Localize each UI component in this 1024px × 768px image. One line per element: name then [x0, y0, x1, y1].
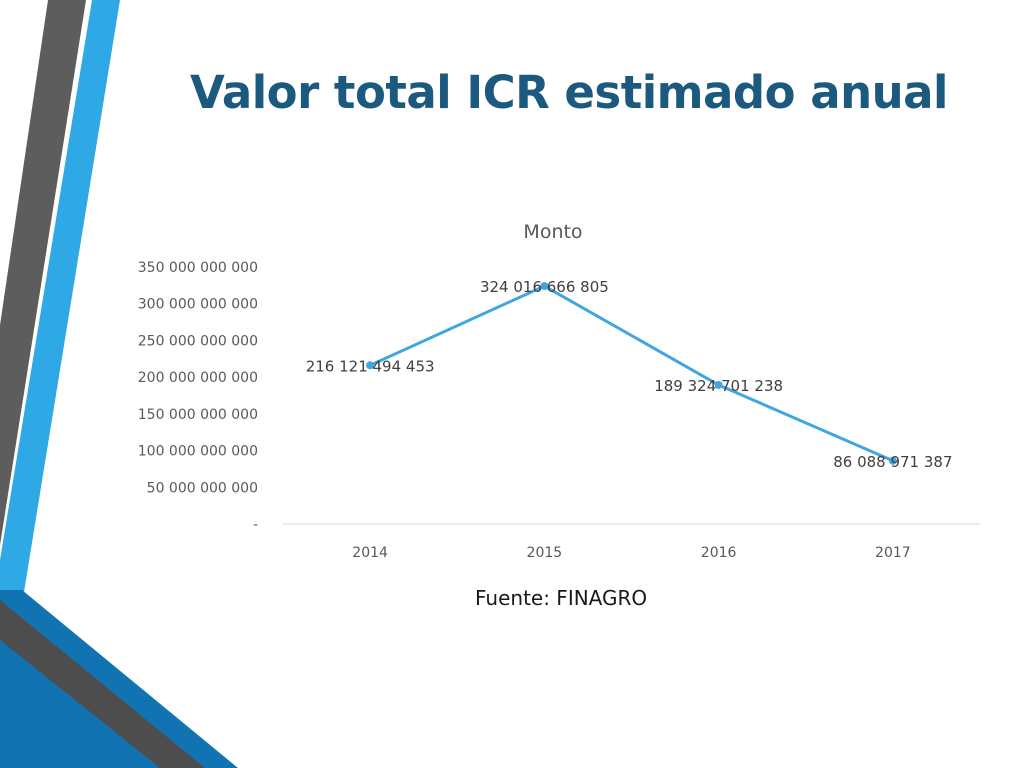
y-tick-label: -: [253, 517, 258, 533]
y-tick-label: 150 000 000 000: [138, 407, 258, 423]
x-tick-label: 2016: [701, 545, 737, 561]
data-point: [714, 380, 723, 389]
series-monto: [366, 282, 897, 465]
y-tick-label: 200 000 000 000: [138, 370, 258, 386]
y-tick-label: 100 000 000 000: [138, 444, 258, 460]
data-label: 324 016 666 805: [480, 278, 609, 296]
blue-stripe-left: [0, 0, 120, 592]
series-line: [369, 284, 894, 463]
y-tick-label: 250 000 000 000: [138, 333, 258, 349]
y-tick-label: 350 000 000 000: [138, 260, 258, 276]
x-tick-label: 2017: [875, 545, 911, 561]
y-axis: - 50 000 000 000 100 000 000 000 150 000 00…: [138, 260, 258, 533]
data-point: [366, 361, 375, 370]
x-tick-label: 2015: [527, 545, 563, 561]
chart-title: Monto: [523, 221, 582, 243]
source-note: Fuente: FINAGRO: [475, 586, 648, 610]
data-point: [888, 456, 897, 465]
gray-stripe-bottom: [0, 600, 205, 768]
x-axis: 2014 2015 2016 2017: [352, 545, 910, 561]
y-tick-label: 50 000 000 000: [147, 480, 258, 496]
data-label: 86 088 971 387: [833, 453, 952, 471]
data-labels: 216 121 494 453 324 016 666 805 189 324 70…: [306, 278, 953, 471]
slide-title: Valor total ICR estimado anual: [190, 66, 948, 119]
x-tick-label: 2014: [352, 545, 388, 561]
gray-stripe-left: [0, 0, 86, 545]
y-tick-label: 300 000 000 000: [138, 297, 258, 313]
data-label: 189 324 701 238: [654, 377, 783, 395]
data-label: 216 121 494 453: [306, 357, 435, 375]
data-point: [540, 282, 549, 291]
blue-triangle-bottom: [0, 590, 238, 768]
